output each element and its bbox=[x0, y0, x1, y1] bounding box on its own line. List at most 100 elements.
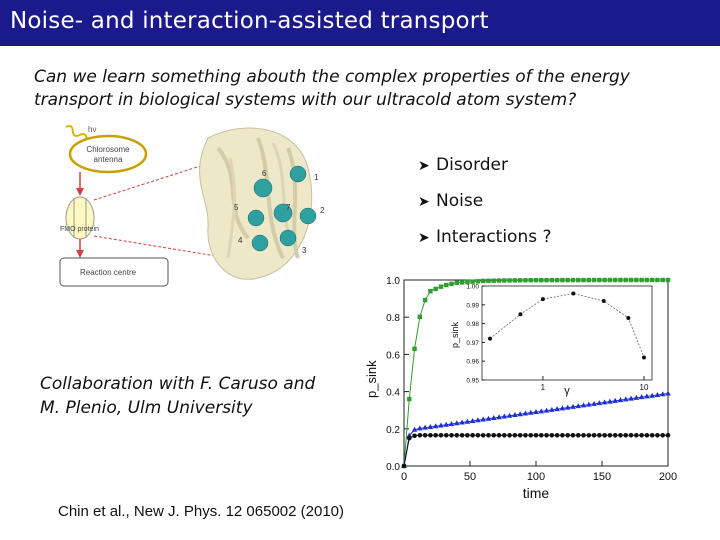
dashed-line-bottom bbox=[93, 235, 229, 259]
series-point bbox=[449, 281, 454, 287]
series-point bbox=[480, 433, 486, 438]
fmo-diagram: hν Chlorosome antenna FMO protein Reacti… bbox=[59, 125, 325, 287]
title-bar: Noise- and interaction-assisted transpor… bbox=[0, 0, 720, 46]
series-point bbox=[417, 314, 423, 320]
series-point bbox=[475, 417, 481, 423]
series-point bbox=[438, 284, 444, 289]
series-point bbox=[560, 433, 565, 438]
svg-text:6: 6 bbox=[262, 169, 267, 178]
series-point bbox=[459, 419, 465, 425]
series-point bbox=[486, 433, 491, 438]
series-point bbox=[449, 433, 454, 438]
series-point bbox=[528, 433, 534, 438]
series-point bbox=[407, 396, 412, 402]
series-point bbox=[527, 409, 534, 415]
series-point bbox=[496, 433, 502, 438]
bullet-label: Noise bbox=[436, 191, 484, 211]
y-tick-label: 0.6 bbox=[386, 350, 400, 361]
series-point bbox=[654, 391, 661, 397]
x-tick-label: 200 bbox=[659, 471, 677, 483]
series-point bbox=[433, 433, 438, 438]
bullet-label: Disorder bbox=[436, 155, 509, 175]
series-point bbox=[428, 288, 433, 294]
series-point bbox=[469, 417, 476, 423]
collaboration-line-2: M. Plenio, Ulm University bbox=[40, 398, 253, 418]
series-point bbox=[549, 277, 555, 283]
series-point bbox=[465, 433, 470, 438]
series-point bbox=[533, 277, 539, 283]
series-point bbox=[528, 278, 533, 283]
series-point bbox=[501, 413, 508, 419]
series-point bbox=[591, 433, 597, 438]
series-point bbox=[538, 408, 545, 414]
collaboration-line-1: Collaboration with F. Caruso and bbox=[40, 374, 316, 394]
site-numbers: 1 2 3 4 5 6 7 bbox=[234, 169, 325, 255]
series-point bbox=[544, 433, 549, 438]
series-point bbox=[576, 277, 581, 283]
series-point bbox=[549, 433, 555, 438]
series-point bbox=[401, 463, 407, 469]
y-tick-label: 1.0 bbox=[386, 276, 400, 287]
series-point bbox=[597, 277, 602, 283]
series-point bbox=[438, 422, 444, 428]
series-point bbox=[565, 433, 570, 438]
series-point bbox=[428, 433, 433, 438]
series-point bbox=[644, 393, 650, 399]
citation: Chin et al., New J. Phys. 12 065002 (201… bbox=[58, 503, 344, 520]
light-label: hν bbox=[88, 125, 96, 134]
series-point bbox=[649, 392, 655, 398]
series-point bbox=[602, 277, 607, 283]
series-point bbox=[517, 433, 523, 438]
question-text: Can we learn something abouth the comple… bbox=[34, 66, 714, 112]
series-point bbox=[565, 277, 570, 283]
series-point bbox=[522, 410, 529, 416]
series-point bbox=[622, 396, 629, 402]
slide-title: Noise- and interaction-assisted transpor… bbox=[10, 8, 489, 34]
y-tick-label: 0.0 bbox=[386, 462, 400, 473]
series-point bbox=[512, 412, 518, 418]
svg-text:4: 4 bbox=[238, 236, 243, 245]
series-point bbox=[659, 391, 666, 397]
series-point bbox=[544, 277, 549, 283]
pigment-clusters bbox=[247, 165, 317, 252]
series-point bbox=[491, 433, 497, 438]
x-tick-label: 50 bbox=[464, 471, 476, 483]
bullet-list: ➤ Disorder ➤ Noise ➤ Interactions ? bbox=[418, 155, 552, 263]
series-point bbox=[506, 412, 513, 418]
series-point bbox=[607, 398, 613, 404]
series-point bbox=[507, 433, 512, 438]
reaction-centre-box bbox=[59, 257, 169, 287]
series-point bbox=[422, 297, 428, 303]
series-point bbox=[644, 277, 650, 283]
series-point bbox=[607, 277, 613, 283]
series-point bbox=[617, 397, 624, 403]
chlorosome-ellipse bbox=[68, 134, 148, 174]
series-point bbox=[465, 279, 470, 285]
series-point bbox=[633, 394, 640, 400]
series-point bbox=[517, 411, 523, 417]
series-point bbox=[406, 435, 412, 441]
series-point bbox=[512, 278, 518, 283]
x-tick-label: 0 bbox=[401, 471, 407, 483]
bullet-arrow-icon: ➤ bbox=[418, 194, 430, 210]
series-point bbox=[481, 278, 486, 284]
series-point bbox=[591, 277, 597, 283]
series-point bbox=[412, 346, 417, 352]
series-point bbox=[422, 424, 428, 430]
series-line bbox=[403, 392, 669, 467]
series-point bbox=[660, 277, 665, 283]
series-point bbox=[554, 433, 560, 438]
series-point bbox=[475, 279, 481, 284]
series-point bbox=[417, 433, 423, 438]
series-point bbox=[549, 406, 555, 412]
series-point bbox=[597, 433, 602, 438]
series-point bbox=[411, 426, 418, 432]
inset-series-point bbox=[571, 291, 576, 296]
series-point bbox=[486, 278, 491, 284]
arrow-1-head bbox=[76, 188, 84, 196]
inset-series-point bbox=[518, 312, 523, 317]
series-point bbox=[575, 403, 582, 409]
series-point bbox=[665, 390, 671, 396]
bullet-noise: ➤ Noise bbox=[418, 191, 552, 227]
transport-chart: 0 50 100 150 200 0.0 0.2 0.4 0.6 0.8 1.0 time p_si… bbox=[364, 276, 677, 501]
